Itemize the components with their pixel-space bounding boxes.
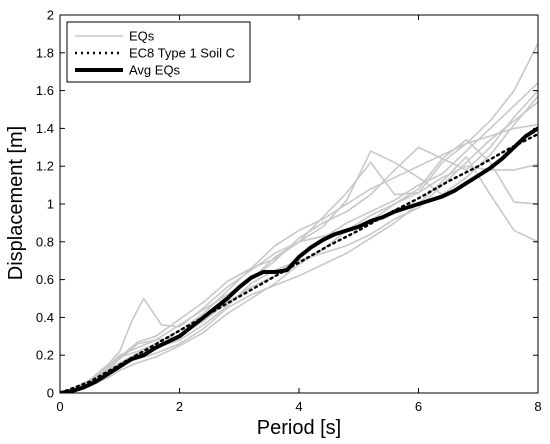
x-axis-title: Period [s] bbox=[257, 417, 341, 439]
x-tick-label: 6 bbox=[415, 399, 422, 414]
y-tick-label: 2 bbox=[47, 8, 54, 23]
y-tick-label: 0.6 bbox=[36, 272, 54, 287]
legend: EQs EC8 Type 1 Soil C Avg EQs bbox=[66, 21, 251, 83]
legend-label-3: Avg EQs bbox=[129, 63, 181, 78]
x-tick-label: 0 bbox=[56, 399, 63, 414]
ec8-series-line bbox=[60, 132, 538, 393]
y-axis-title: Displacement [m] bbox=[5, 126, 27, 281]
y-tick-label: 1.8 bbox=[36, 45, 54, 60]
eq-series-line-4 bbox=[60, 89, 538, 393]
y-tick-label: 0.2 bbox=[36, 348, 54, 363]
y-tick-label: 0.8 bbox=[36, 234, 54, 249]
x-tick-label: 8 bbox=[534, 399, 541, 414]
y-tick-label: 1 bbox=[47, 197, 54, 212]
y-tick-label: 0 bbox=[47, 386, 54, 401]
series-layer bbox=[60, 42, 538, 393]
avg-eqs-series-line bbox=[60, 126, 538, 393]
legend-label-2: EC8 Type 1 Soil C bbox=[129, 46, 235, 61]
eq-series-line-7 bbox=[60, 163, 538, 393]
axes-layer: 0 2 4 6 8 0 0.2 0.4 0.6 0.8 1 1.2 1.4 1.6 1.8 2 bbox=[36, 8, 542, 415]
eq-series-line-0 bbox=[60, 42, 538, 393]
legend-label-1: EQs bbox=[129, 29, 155, 44]
y-tick-label: 1.4 bbox=[36, 121, 54, 136]
x-tick-label: 4 bbox=[295, 399, 302, 414]
y-tick-label: 0.4 bbox=[36, 310, 54, 325]
y-tick-label: 1.2 bbox=[36, 159, 54, 174]
x-tick-label: 2 bbox=[176, 399, 183, 414]
eq-series-line-6 bbox=[60, 123, 538, 393]
y-tick-label: 1.6 bbox=[36, 83, 54, 98]
